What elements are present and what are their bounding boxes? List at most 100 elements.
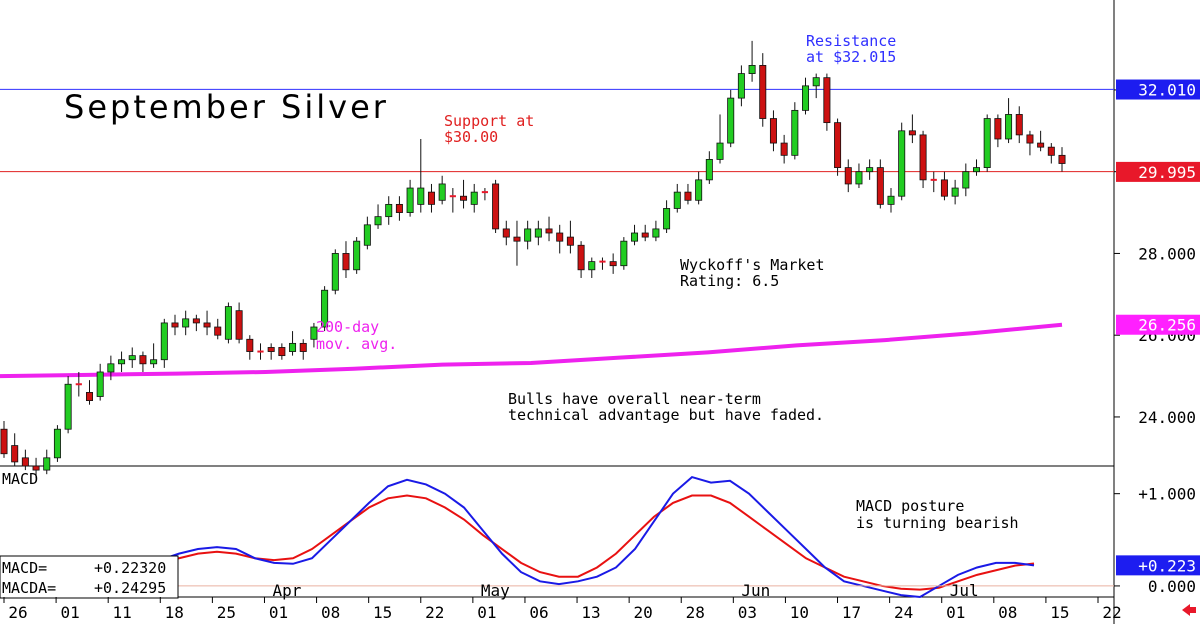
macda-series [83,494,1035,591]
candle-body [96,371,104,397]
candle-body [919,134,927,181]
candle-body [727,97,735,144]
date-tick-label: 10 [790,603,809,622]
month-label: Jun [741,581,770,600]
macd-note-line1: MACD posture [856,497,964,515]
date-tick-label: 13 [581,603,600,622]
candle-body [460,195,468,201]
support-annotation-line2: $30.00 [444,128,498,146]
candle-body [951,187,959,197]
ma-annotation-line2: mov. avg. [316,335,397,353]
chart-title: September Silver [64,88,389,126]
candle-body [43,457,51,471]
date-tick-label: 08 [321,603,340,622]
date-tick-label: 22 [425,603,444,622]
candle-body [299,342,307,352]
candle-body [427,191,435,205]
date-tick-label: 25 [217,603,236,622]
date-tick-label: 17 [842,603,861,622]
resistance-annotation-line2: at $32.015 [806,48,896,66]
candle-body [652,228,660,238]
resistance-annotation-line1: Resistance [806,32,896,50]
candle-body [663,208,671,230]
candle-body [470,191,478,205]
date-tick-label: 11 [113,603,132,622]
candle-body [310,326,318,340]
candle-body [534,228,542,238]
price-label-text: 32.010 [1138,81,1196,100]
candle-body [150,359,158,365]
candle-body [342,253,350,271]
price-label-box [1116,314,1200,335]
price-labels: 32.010 29.995 26.256 +0.223 [1116,79,1200,576]
candle-body [962,171,970,189]
candle-body [823,77,831,124]
candle-body [417,187,425,205]
candle-body [321,289,329,328]
candle-body [1015,114,1023,136]
price-label-text: 26.256 [1138,316,1196,335]
candle-body [214,326,222,336]
macda-readout-value: +0.24295 [94,579,166,597]
candle-body [235,310,243,340]
candle-body [620,240,628,267]
date-tick-label: 01 [269,603,288,622]
candle-body [1058,154,1066,164]
candle-body [395,203,403,213]
scroll-left-arrow-icon[interactable] [1182,604,1196,616]
candle-body [769,118,777,144]
price-label-text: 29.995 [1138,163,1196,182]
candle-body [21,457,29,467]
candle-body [160,322,168,361]
macd-current-label: +0.223 [1138,556,1196,575]
candle-body [684,191,692,201]
macd-series [83,475,1035,599]
candle-body [0,428,8,455]
candle-body [502,228,510,238]
candle-body [224,306,232,340]
candle-body [588,261,596,271]
candle-body [128,355,136,361]
date-tick-label: 08 [998,603,1017,622]
candle-body [267,347,275,352]
candle-body [107,363,115,373]
month-label: Apr [272,581,301,600]
month-label: Jul [950,581,979,600]
candle-body [759,65,767,119]
candle-body [887,195,895,205]
candle-body [834,122,842,168]
candle-body [53,428,61,459]
candle-body [246,338,254,352]
ma200-line [0,322,1063,379]
macd-title: MACD [2,470,38,488]
candle-body [780,142,788,156]
candle-body [876,167,884,205]
candle-body [1047,146,1055,156]
candle-body [556,232,564,242]
price-tick-label: 28.000 [1138,244,1196,263]
candles [0,40,1066,479]
date-tick-label: 15 [1050,603,1069,622]
price-label-box [1116,79,1200,100]
date-tick-label: 20 [634,603,653,622]
date-tick-label: 03 [738,603,757,622]
bulls-annotation-line2: technical advantage but have faded. [508,406,824,424]
date-tick-label: 01 [477,603,496,622]
candle-body [438,183,446,201]
candle-body [855,171,863,185]
date-tick-label: 06 [529,603,548,622]
bulls-annotation-line1: Bulls have overall near-term [508,390,761,408]
candle-body [866,167,874,173]
candle-body [748,65,756,74]
macd-lines [83,475,1035,599]
candle-body [737,73,745,99]
candle-body [577,244,585,271]
candle-body [983,118,991,168]
date-tick-label: 18 [165,603,184,622]
macd-readout-label: MACD= [2,559,47,577]
candle-body [118,359,126,365]
candle-body [1037,142,1045,148]
candle-body [64,383,72,430]
